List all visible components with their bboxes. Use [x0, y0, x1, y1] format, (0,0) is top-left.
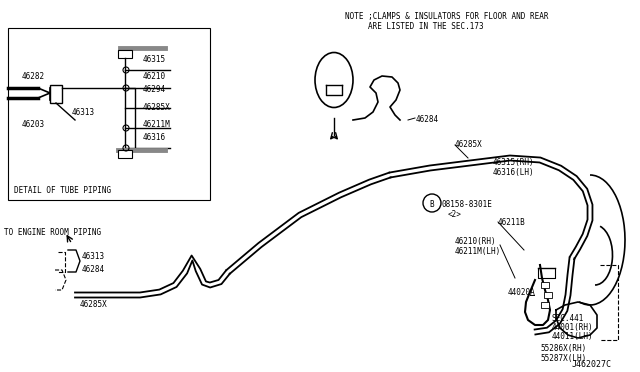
Text: 46315(RH): 46315(RH) — [493, 158, 534, 167]
Text: 46316: 46316 — [143, 133, 166, 142]
Text: J462027C: J462027C — [572, 360, 612, 369]
Bar — [544, 292, 552, 298]
Text: 46294: 46294 — [143, 85, 166, 94]
Text: 46211M: 46211M — [143, 120, 171, 129]
Text: 08158-8301E: 08158-8301E — [442, 200, 493, 209]
Text: 46315: 46315 — [143, 55, 166, 64]
Text: NOTE ;CLAMPS & INSULATORS FOR FLOOR AND REAR: NOTE ;CLAMPS & INSULATORS FOR FLOOR AND … — [345, 12, 548, 21]
Text: 46203: 46203 — [22, 120, 45, 129]
Bar — [50, 85, 62, 103]
Text: DETAIL OF TUBE PIPING: DETAIL OF TUBE PIPING — [14, 186, 111, 195]
Text: 55286X(RH): 55286X(RH) — [540, 344, 586, 353]
Text: 44020A: 44020A — [508, 288, 536, 297]
Text: 44001(RH): 44001(RH) — [552, 323, 594, 332]
Text: 46211M(LH): 46211M(LH) — [455, 247, 501, 256]
Text: 46284: 46284 — [416, 115, 439, 124]
Text: 46211B: 46211B — [498, 218, 525, 227]
Text: SEC.441: SEC.441 — [552, 314, 584, 323]
Ellipse shape — [315, 52, 353, 108]
Text: 46285X: 46285X — [455, 140, 483, 149]
Bar — [118, 50, 132, 58]
Text: B: B — [429, 199, 435, 208]
Bar — [118, 150, 132, 158]
Bar — [541, 302, 549, 308]
Text: 46313: 46313 — [82, 252, 105, 261]
Text: 55287X(LH): 55287X(LH) — [540, 354, 586, 363]
Text: 44011(LH): 44011(LH) — [552, 332, 594, 341]
Text: <2>: <2> — [448, 210, 462, 219]
Text: 46210(RH): 46210(RH) — [455, 237, 497, 246]
Text: ARE LISTED IN THE SEC.173: ARE LISTED IN THE SEC.173 — [368, 22, 484, 31]
Bar — [8, 28, 210, 200]
Text: TO ENGINE ROOM PIPING: TO ENGINE ROOM PIPING — [4, 228, 101, 237]
Text: 46285X: 46285X — [80, 300, 108, 309]
Text: 46284: 46284 — [82, 265, 105, 274]
Text: 46313: 46313 — [72, 108, 95, 117]
Bar — [541, 282, 549, 288]
Text: 46210: 46210 — [143, 72, 166, 81]
Text: 46316(LH): 46316(LH) — [493, 168, 534, 177]
Text: 46285X: 46285X — [143, 103, 171, 112]
Text: 46282: 46282 — [22, 72, 45, 81]
